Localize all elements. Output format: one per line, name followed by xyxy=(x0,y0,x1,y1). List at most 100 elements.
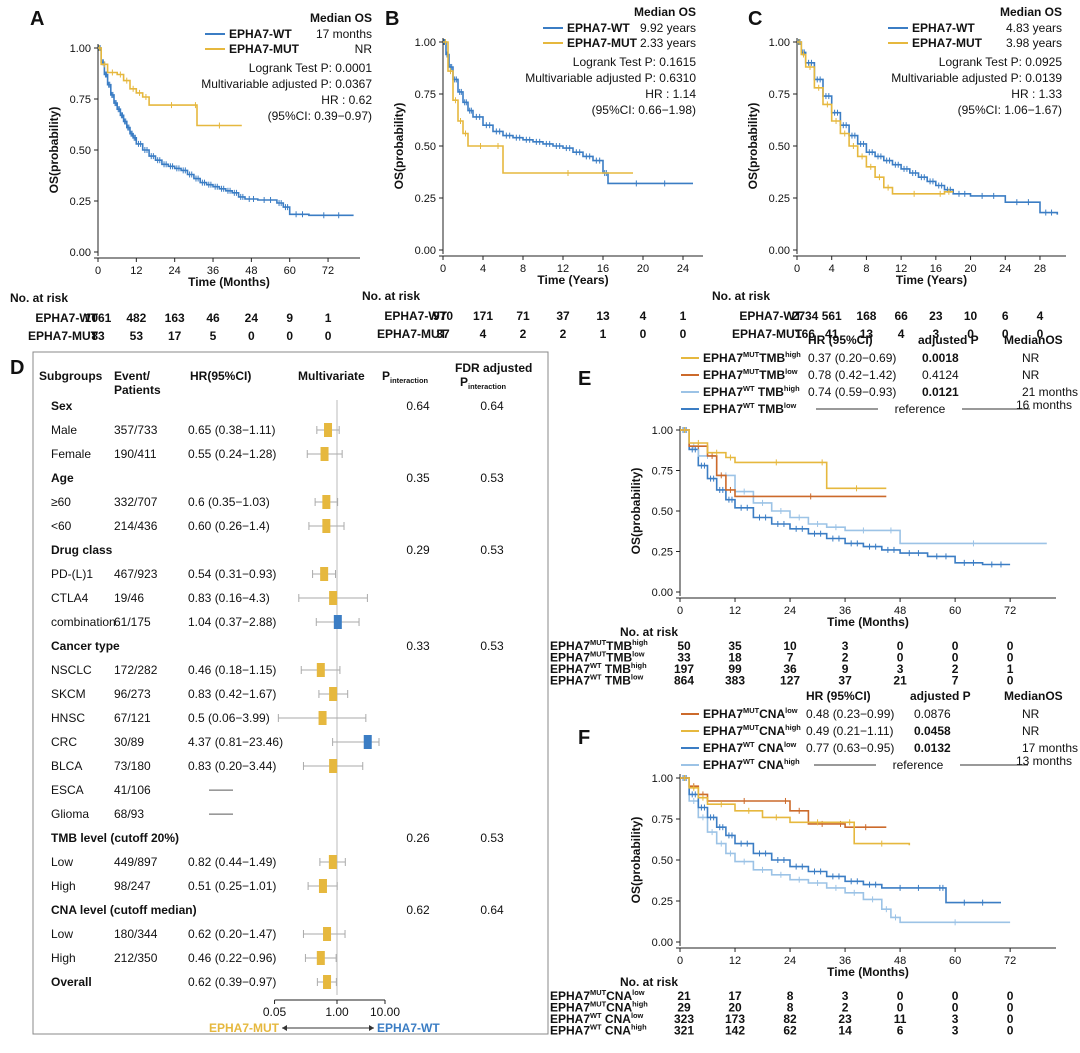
hr-text: 0.62 (0.39−0.97) xyxy=(188,975,276,989)
risk-value: 53 xyxy=(130,329,144,343)
risk-value: 99 xyxy=(728,662,742,676)
risk-value: 0 xyxy=(286,329,293,343)
col-header-p: adjusted P xyxy=(910,689,971,703)
risk-value: 7 xyxy=(952,674,959,688)
hr-point xyxy=(324,423,333,437)
subgroup-label: ESCA xyxy=(51,783,84,797)
header-pinteraction: Pinteraction xyxy=(382,369,428,385)
x-axis-title: Time (Years) xyxy=(537,273,608,287)
reference-text: reference xyxy=(893,758,944,772)
risk-value: 0 xyxy=(1007,1024,1014,1038)
legend-name: EPHA7-MUT xyxy=(567,36,638,50)
legend-median: 17 months xyxy=(1022,741,1078,755)
legend-name: EPHA7-WT xyxy=(912,21,975,35)
event-count: 67/121 xyxy=(114,711,151,725)
x-tick-label: 24 xyxy=(677,263,689,275)
risk-value: 0 xyxy=(1007,1012,1014,1026)
hr-point xyxy=(328,855,337,869)
subgroup-heading: Sex xyxy=(51,399,73,413)
risk-value: 3 xyxy=(952,1012,959,1026)
risk-value: 4 xyxy=(1037,309,1044,323)
x-tick-label: 72 xyxy=(1004,605,1016,617)
hr-text: 1.04 (0.37−2.88) xyxy=(188,615,276,629)
km-curve-mut xyxy=(797,41,954,195)
risk-value: 0 xyxy=(952,651,959,665)
risk-value: 13 xyxy=(860,327,874,341)
risk-value: 23 xyxy=(929,309,943,323)
legend-hr: 0.37 (0.20−0.69) xyxy=(808,351,896,365)
x-tick-label: 12 xyxy=(729,955,741,967)
risk-value: 35 xyxy=(728,639,742,653)
event-count: 98/247 xyxy=(114,879,151,893)
risk-row-label: EPHA7WT CNAhigh xyxy=(550,1023,647,1038)
legend-median: NR xyxy=(1022,707,1040,721)
favor-mut: EPHA7-MUT xyxy=(209,1021,280,1035)
risk-value: 482 xyxy=(126,311,146,325)
risk-value: 10 xyxy=(964,309,978,323)
x-tick-label: 48 xyxy=(245,265,257,277)
km-curve-mut_low xyxy=(680,429,887,498)
x-tick-label: 28 xyxy=(1034,263,1046,275)
panel-letter: D xyxy=(10,357,24,379)
km-curve-wt xyxy=(680,429,1011,566)
subgroup-label: Low xyxy=(51,927,73,941)
stat-line: (95%CI: 1.06−1.67) xyxy=(958,103,1062,117)
y-tick-label: 0.25 xyxy=(652,547,673,559)
event-count: 19/46 xyxy=(114,591,144,605)
risk-value: 8 xyxy=(787,1001,794,1015)
risk-value: 18 xyxy=(728,651,742,665)
stat-line: HR : 1.33 xyxy=(1011,87,1062,101)
y-axis-title: OS(probability) xyxy=(47,107,61,194)
col-header-hr: HR (95%CI) xyxy=(806,689,871,703)
legend-hr: 0.77 (0.63−0.95) xyxy=(806,741,894,755)
subgroup-label: SKCM xyxy=(51,687,86,701)
y-tick-label: 0.00 xyxy=(769,245,790,257)
event-count: 68/93 xyxy=(114,807,144,821)
subgroup-label: CTLA4 xyxy=(51,591,89,605)
header-subgroups: Subgroups xyxy=(39,369,103,383)
risk-row-label: EPHA7-WT xyxy=(384,309,447,323)
risk-value: 1 xyxy=(325,311,332,325)
subgroup-label: ≥60 xyxy=(51,495,71,509)
legend-median: 9.92 years xyxy=(640,21,696,35)
x-axis-title: Time (Months) xyxy=(827,965,909,979)
risk-value: 82 xyxy=(783,1012,797,1026)
legend-median: 3.98 years xyxy=(1006,36,1062,50)
legend-hr: 0.49 (0.21−1.11) xyxy=(806,724,894,738)
legend-p: 0.4124 xyxy=(922,368,959,382)
header-patients: Patients xyxy=(114,383,161,397)
stat-line: Multivariable adjusted P: 0.0367 xyxy=(201,77,372,91)
risk-value: 0 xyxy=(640,327,647,341)
risk-value: 173 xyxy=(725,1012,745,1026)
hr-text: 0.60 (0.26−1.4) xyxy=(188,519,270,533)
y-tick-label: 0.25 xyxy=(415,193,436,205)
stat-line: Logrank Test P: 0.0925 xyxy=(939,55,1063,69)
risk-value: 23 xyxy=(838,1012,852,1026)
risk-value: 0 xyxy=(1037,327,1044,341)
legend-median: 4.83 years xyxy=(1006,21,1062,35)
event-count: 449/897 xyxy=(114,855,158,869)
event-count: 41/106 xyxy=(114,783,151,797)
risk-value: 0 xyxy=(897,989,904,1003)
y-axis-title: OS(probability) xyxy=(392,103,406,190)
hr-point xyxy=(322,519,331,533)
event-count: 467/923 xyxy=(114,567,158,581)
x-tick-label: 16 xyxy=(930,263,942,275)
risk-title: No. at risk xyxy=(620,975,678,989)
legend-group: EPHA7WT CNAlow xyxy=(703,740,797,755)
legend-median: NR xyxy=(355,42,373,56)
hr-text: 4.37 (0.81−23.46) xyxy=(188,735,283,749)
risk-value: 14 xyxy=(838,1024,852,1038)
y-tick-label: 1.00 xyxy=(769,37,790,49)
x-tick-label: 4 xyxy=(829,263,835,275)
risk-value: 37 xyxy=(556,309,570,323)
hr-text: 0.54 (0.31−0.93) xyxy=(188,567,276,581)
header-fdr-p: Pinteraction xyxy=(460,375,506,391)
risk-row-label: EPHA7WT CNAlow xyxy=(550,1011,644,1026)
risk-value: 0 xyxy=(897,639,904,653)
x-tick-label: 12 xyxy=(729,605,741,617)
subgroup-label: PD-(L)1 xyxy=(51,567,93,581)
km-curve-wt_high xyxy=(680,777,1011,924)
x-axis-title: Time (Months) xyxy=(827,615,909,629)
fdr-p: 0.64 xyxy=(480,399,504,413)
